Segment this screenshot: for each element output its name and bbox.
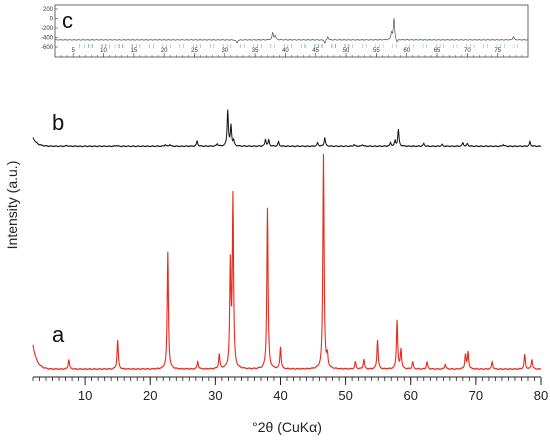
inset-x-tick-label: 45 — [312, 48, 319, 54]
series-a-line — [32, 154, 542, 371]
inset-reflection-markers — [79, 44, 518, 48]
inset-y-axis: 200 0 -200 -400 -600 — [41, 7, 58, 51]
x-tick-label: 80 — [534, 388, 548, 403]
inset-panel-label: c — [62, 8, 73, 33]
x-tick-label: 10 — [78, 388, 92, 403]
inset-x-tick-label: 10 — [100, 48, 107, 54]
inset-x-tick-label: 70 — [464, 48, 471, 54]
inset-frame — [54, 4, 529, 58]
inset-x-tick-label: 75 — [494, 48, 501, 54]
x-tick-label: 50 — [338, 388, 352, 403]
series-a-label: a — [52, 322, 65, 347]
inset-x-tick-label: 20 — [161, 48, 168, 54]
x-axis-major-ticks: 10 20 30 40 50 60 70 80 — [78, 377, 548, 403]
inset-x-tick-label: 65 — [434, 48, 441, 54]
inset-x-tick-label: 5 — [72, 48, 76, 54]
inset-y-tick-label: 200 — [43, 7, 54, 13]
series-b-label: b — [52, 110, 64, 135]
inset-difference-plot: 200 0 -200 -400 -600 5 10 15 20 25 30 35 40 45 50 55 60… — [41, 4, 529, 58]
x-axis-minor-ticks — [32, 377, 542, 381]
x-tick-label: 40 — [273, 388, 287, 403]
inset-x-tick-label: 50 — [343, 48, 350, 54]
x-tick-label: 20 — [143, 388, 157, 403]
inset-x-tick-label: 60 — [403, 48, 410, 54]
inset-y-tick-label: -400 — [41, 36, 54, 42]
y-axis-title: Intensity (a.u.) — [4, 161, 20, 250]
x-tick-label: 60 — [404, 388, 418, 403]
x-axis-title: °2θ (CuKα) — [252, 419, 322, 435]
inset-y-tick-label: -200 — [41, 26, 54, 32]
inset-y-tick-label: 0 — [50, 17, 54, 23]
inset-x-tick-label: 40 — [282, 48, 289, 54]
inset-difference-line — [54, 17, 529, 44]
inset-x-tick-label: 15 — [130, 48, 137, 54]
inset-x-tick-label: 30 — [221, 48, 228, 54]
inset-x-axis: 5 10 15 20 25 30 35 40 45 50 55 60 65 70 75 — [60, 48, 523, 57]
inset-y-tick-label: -600 — [41, 45, 54, 51]
x-tick-label: 30 — [208, 388, 222, 403]
inset-x-tick-label: 55 — [373, 48, 380, 54]
inset-x-tick-label: 35 — [252, 48, 259, 54]
series-b-line — [32, 109, 542, 148]
x-tick-label: 70 — [469, 388, 483, 403]
inset-x-tick-label: 25 — [191, 48, 198, 54]
